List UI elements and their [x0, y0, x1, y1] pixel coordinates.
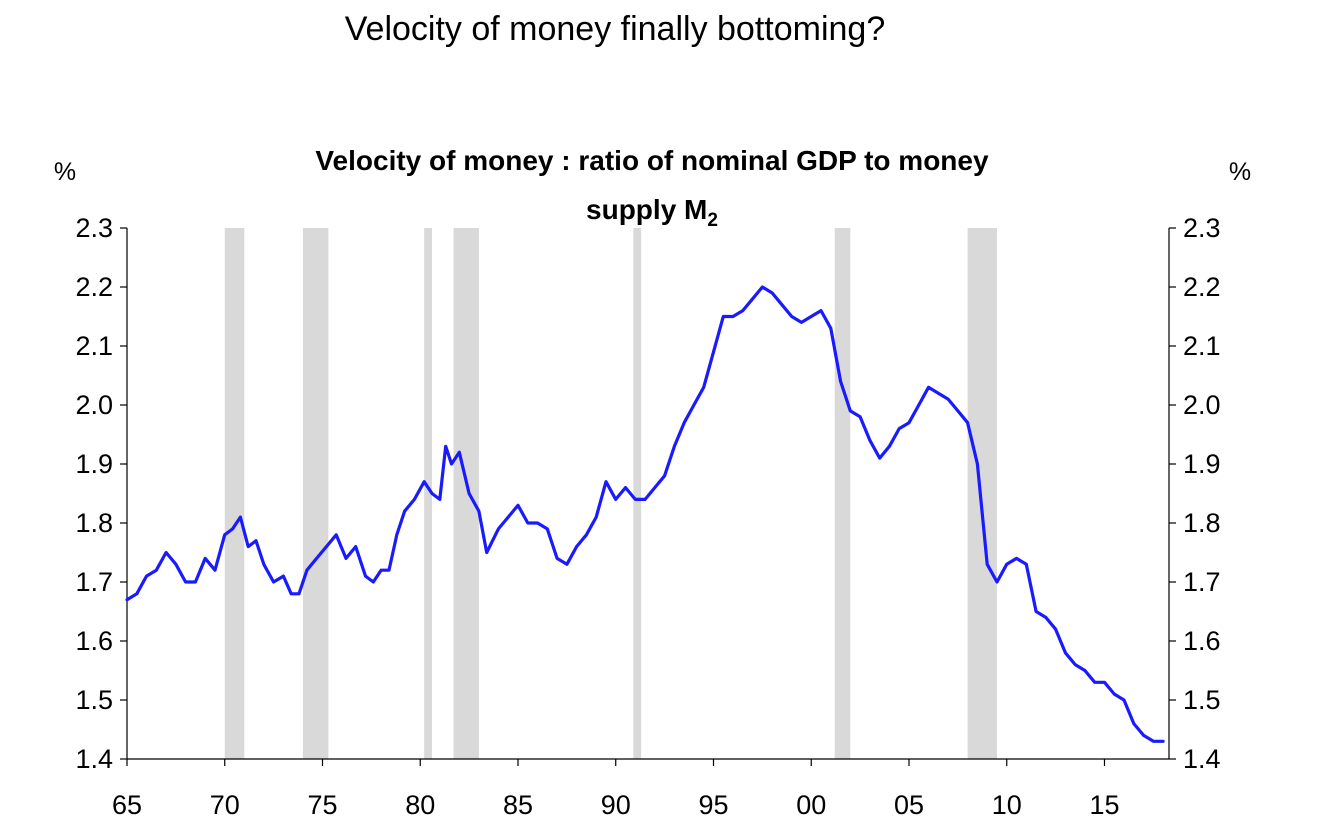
chart-title-line2: supply M2: [586, 194, 718, 231]
y-tick-label-right: 1.7: [1183, 567, 1221, 597]
x-tick-label: 65: [112, 790, 142, 820]
y-tick-label-left: 2.0: [75, 390, 113, 420]
series-layer: [125, 285, 1165, 743]
y-tick-label-right: 1.9: [1183, 449, 1221, 479]
y-tick-label-right: 1.6: [1183, 626, 1221, 656]
recession-band: [633, 228, 642, 759]
recession-band: [424, 228, 432, 759]
y-tick-label-left: 1.7: [75, 567, 113, 597]
chart-title-line2-text: supply M: [586, 194, 707, 225]
recession-band: [453, 228, 479, 759]
y-tick-label-right: 2.0: [1183, 390, 1221, 420]
y-tick-label-left: 2.1: [75, 331, 113, 361]
recession-band: [302, 228, 329, 759]
recession-band: [224, 228, 245, 759]
y-axis-unit-right: %: [1229, 158, 1251, 186]
recession-band: [834, 228, 851, 759]
y-tick-label-right: 2.3: [1183, 213, 1221, 243]
x-tick-label: 05: [894, 790, 924, 820]
x-tick-label: 75: [307, 790, 337, 820]
y-tick-label-left: 1.9: [75, 449, 113, 479]
y-tick-label-right: 1.8: [1183, 508, 1221, 538]
y-tick-label-left: 2.2: [75, 272, 113, 302]
x-tick-label: 15: [1089, 790, 1119, 820]
y-tick-label-right: 1.4: [1183, 744, 1221, 774]
y-tick-label-left: 1.6: [75, 626, 113, 656]
x-tick-label: 10: [992, 790, 1022, 820]
y-tick-label-right: 2.2: [1183, 272, 1221, 302]
y-axis-unit-left: %: [54, 158, 76, 186]
y-tick-label-left: 1.8: [75, 508, 113, 538]
page-title: Velocity of money finally bottoming?: [344, 10, 886, 48]
y-tick-label-left: 2.3: [75, 213, 113, 243]
chart-title-subscript: 2: [707, 210, 718, 231]
axes: 1.4 1.4 1.5 1.5 1.6 1.6 1.7 1.7 1.8 1.8 1.9 1.9 2.0 2…: [75, 213, 1220, 820]
x-tick-label: 80: [405, 790, 435, 820]
x-tick-label: 00: [796, 790, 826, 820]
x-tick-label: 85: [503, 790, 533, 820]
recession-band: [967, 228, 997, 759]
x-tick-label: 95: [698, 790, 728, 820]
x-tick-label: 70: [210, 790, 240, 820]
y-tick-label-left: 1.5: [75, 685, 113, 715]
y-tick-label-right: 2.1: [1183, 331, 1221, 361]
y-tick-label-right: 1.5: [1183, 685, 1221, 715]
recession-bands: [224, 228, 997, 759]
velocity-line: [125, 285, 1165, 743]
chart-title-line1: Velocity of money : ratio of nominal GDP…: [315, 145, 989, 176]
y-tick-label-left: 1.4: [75, 744, 113, 774]
x-tick-label: 90: [601, 790, 631, 820]
